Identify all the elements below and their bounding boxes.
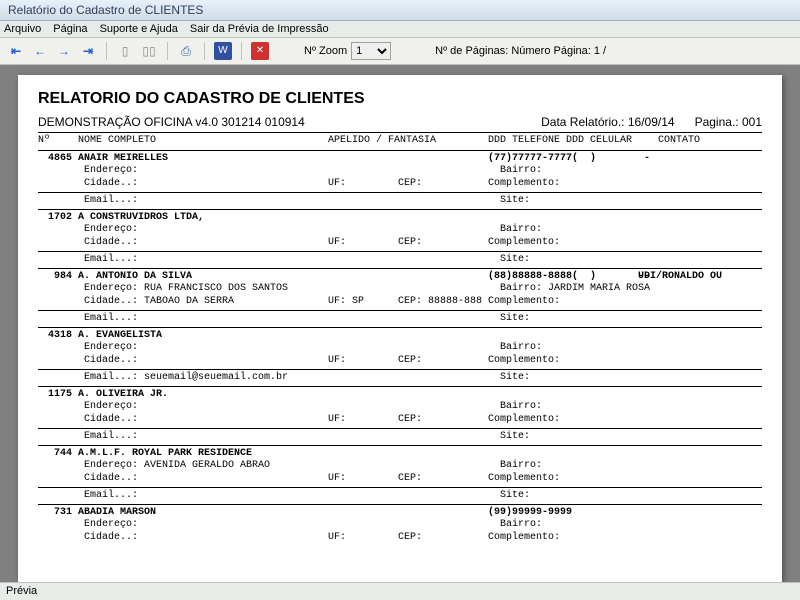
report-meta: Data Relatório.: 16/09/14 Pagina.: 001 <box>541 115 762 130</box>
status-text: Prévia <box>6 585 37 597</box>
prev-page-button[interactable]: ← <box>30 41 50 61</box>
statusbar: Prévia <box>0 582 800 600</box>
record: 984A. ANTONIO DA SILVA(88)88888-8888( ) … <box>38 271 762 328</box>
window-titlebar: Relatório do Cadastro de CLIENTES <box>0 0 800 21</box>
separator <box>167 42 168 60</box>
record: 4865ANAIR MEIRELLES(77)77777-7777( ) -En… <box>38 153 762 210</box>
column-headers: Nº NOME COMPLETO APELIDO / FANTASIA DDD … <box>38 135 762 148</box>
page-count-label: Nº de Páginas: Número Página: 1 / <box>435 45 606 57</box>
zoom-label: Nº Zoom <box>304 45 347 57</box>
word-icon: W <box>214 42 232 60</box>
menubar: Arquivo Página Suporte e Ajuda Sair da P… <box>0 21 800 38</box>
separator <box>241 42 242 60</box>
window-title: Relatório do Cadastro de CLIENTES <box>8 3 203 17</box>
close-preview-button[interactable]: ✕ <box>250 41 270 61</box>
report-demo: DEMONSTRAÇÃO OFICINA v4.0 301214 010914 <box>38 115 305 130</box>
first-page-button[interactable]: ⇤ <box>6 41 26 61</box>
word-export-button[interactable]: W <box>213 41 233 61</box>
record: 744A.M.L.F. ROYAL PARK RESIDENCEEndereço… <box>38 448 762 505</box>
record: 4318A. EVANGELISTAEndereço: Bairro: Cida… <box>38 330 762 387</box>
close-icon: ✕ <box>251 42 269 60</box>
last-page-button[interactable]: ⇥ <box>78 41 98 61</box>
menu-sair[interactable]: Sair da Prévia de Impressão <box>190 23 329 35</box>
two-page-icon[interactable]: ▯▯ <box>139 41 159 61</box>
menu-pagina[interactable]: Página <box>53 23 87 35</box>
record: 1175A. OLIVEIRA JR.Endereço: Bairro: Cid… <box>38 389 762 446</box>
report-page: RELATORIO DO CADASTRO DE CLIENTES DEMONS… <box>18 75 782 582</box>
next-page-button[interactable]: → <box>54 41 74 61</box>
records-container: 4865ANAIR MEIRELLES(77)77777-7777( ) -En… <box>38 153 762 545</box>
zoom-select[interactable]: 1 <box>351 42 391 60</box>
menu-arquivo[interactable]: Arquivo <box>4 23 41 35</box>
menu-suporte[interactable]: Suporte e Ajuda <box>100 23 178 35</box>
record: 1702A CONSTRUVIDROS LTDA,Endereço: Bairr… <box>38 212 762 269</box>
single-page-icon[interactable]: ▯ <box>115 41 135 61</box>
preview-area: RELATORIO DO CADASTRO DE CLIENTES DEMONS… <box>0 65 800 582</box>
record: 731ABADIA MARSON(99)99999-9999Endereço: … <box>38 507 762 545</box>
report-title: RELATORIO DO CADASTRO DE CLIENTES <box>38 89 762 109</box>
print-button[interactable]: ⎙ <box>176 41 196 61</box>
separator <box>204 42 205 60</box>
separator <box>106 42 107 60</box>
toolbar: ⇤ ← → ⇥ ▯ ▯▯ ⎙ W ✕ Nº Zoom 1 Nº de Págin… <box>0 38 800 65</box>
